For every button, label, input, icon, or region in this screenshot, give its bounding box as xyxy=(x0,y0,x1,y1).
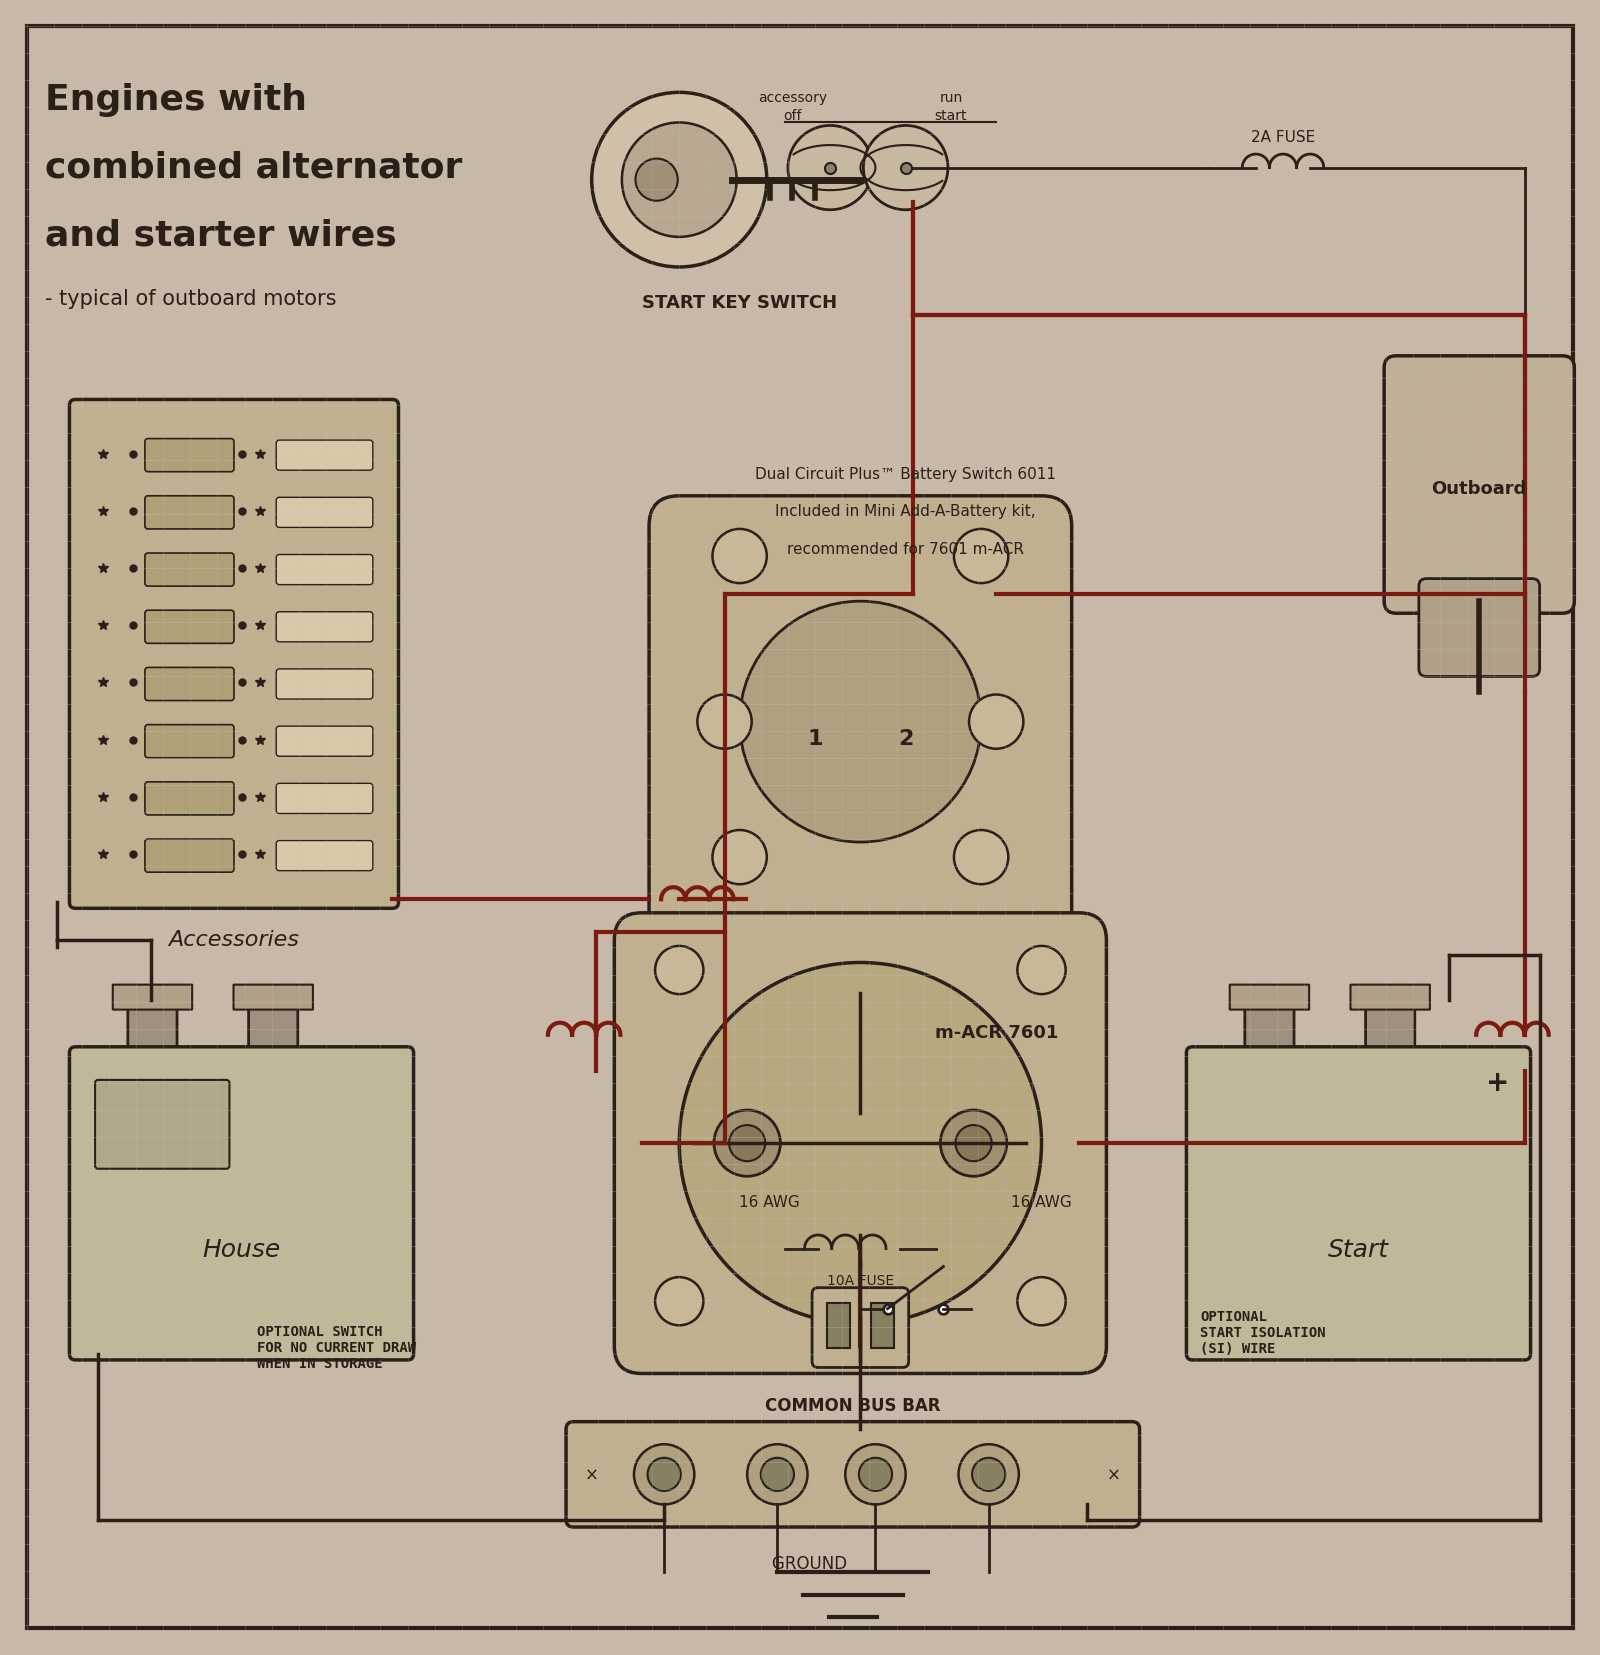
FancyBboxPatch shape xyxy=(146,611,234,644)
Circle shape xyxy=(955,1125,992,1162)
Text: Start: Start xyxy=(1328,1236,1389,1261)
FancyBboxPatch shape xyxy=(146,669,234,702)
FancyBboxPatch shape xyxy=(566,1422,1139,1528)
Text: run: run xyxy=(939,91,963,106)
Text: Accessories: Accessories xyxy=(168,930,299,950)
FancyBboxPatch shape xyxy=(1187,1048,1531,1360)
FancyBboxPatch shape xyxy=(146,439,234,472)
FancyBboxPatch shape xyxy=(650,496,1072,963)
FancyBboxPatch shape xyxy=(112,985,192,1010)
Circle shape xyxy=(747,1445,808,1504)
Text: Included in Mini Add-A-Battery kit,: Included in Mini Add-A-Battery kit, xyxy=(776,505,1035,520)
Circle shape xyxy=(622,124,736,238)
FancyBboxPatch shape xyxy=(277,670,373,700)
Text: combined alternator: combined alternator xyxy=(45,151,462,184)
Text: 10A FUSE: 10A FUSE xyxy=(827,1273,894,1288)
Circle shape xyxy=(973,1458,1005,1491)
FancyBboxPatch shape xyxy=(277,784,373,814)
Circle shape xyxy=(859,1458,893,1491)
Text: START KEY SWITCH: START KEY SWITCH xyxy=(642,293,837,311)
Circle shape xyxy=(730,1125,765,1162)
Circle shape xyxy=(654,1278,704,1326)
Text: Engines with: Engines with xyxy=(45,83,307,118)
FancyBboxPatch shape xyxy=(146,725,234,758)
Circle shape xyxy=(941,1111,1006,1177)
Circle shape xyxy=(592,93,766,268)
Text: ×: × xyxy=(1107,1465,1122,1483)
Text: ×: × xyxy=(584,1465,598,1483)
Text: off: off xyxy=(784,109,802,124)
FancyBboxPatch shape xyxy=(146,783,234,816)
FancyBboxPatch shape xyxy=(146,554,234,588)
FancyBboxPatch shape xyxy=(1245,1000,1294,1061)
Circle shape xyxy=(958,1445,1019,1504)
Text: GROUND: GROUND xyxy=(773,1554,853,1572)
FancyBboxPatch shape xyxy=(277,727,373,756)
Text: recommended for 7601 m-ACR: recommended for 7601 m-ACR xyxy=(787,541,1024,556)
Text: 2A FUSE: 2A FUSE xyxy=(1251,129,1315,144)
Circle shape xyxy=(1018,1278,1066,1326)
Text: House: House xyxy=(202,1236,280,1261)
Circle shape xyxy=(954,831,1008,885)
Text: start: start xyxy=(934,109,966,124)
Text: m-ACR 7601: m-ACR 7601 xyxy=(934,1023,1058,1041)
Circle shape xyxy=(787,126,872,210)
Text: 16 AWG: 16 AWG xyxy=(739,1195,800,1210)
Circle shape xyxy=(845,1445,906,1504)
Circle shape xyxy=(1018,947,1066,995)
Bar xyxy=(827,1302,850,1349)
FancyBboxPatch shape xyxy=(277,841,373,871)
Text: - typical of outboard motors: - typical of outboard motors xyxy=(45,290,336,309)
Bar xyxy=(870,1302,893,1349)
Circle shape xyxy=(712,530,766,584)
FancyBboxPatch shape xyxy=(1384,356,1574,614)
Text: +: + xyxy=(1486,1069,1509,1097)
FancyBboxPatch shape xyxy=(277,554,373,586)
FancyBboxPatch shape xyxy=(146,839,234,872)
FancyBboxPatch shape xyxy=(277,440,373,472)
Circle shape xyxy=(970,695,1024,750)
Circle shape xyxy=(634,1445,694,1504)
Circle shape xyxy=(680,963,1042,1324)
Text: and starter wires: and starter wires xyxy=(45,218,397,252)
Text: Dual Circuit Plus™ Battery Switch 6011: Dual Circuit Plus™ Battery Switch 6011 xyxy=(755,467,1056,482)
Text: Outboard: Outboard xyxy=(1432,480,1526,498)
Circle shape xyxy=(864,126,947,210)
FancyBboxPatch shape xyxy=(69,1048,413,1360)
FancyBboxPatch shape xyxy=(813,1288,909,1367)
Circle shape xyxy=(712,831,766,885)
FancyBboxPatch shape xyxy=(94,1081,229,1168)
Circle shape xyxy=(714,1111,781,1177)
Text: accessory: accessory xyxy=(758,91,827,106)
Text: 16 AWG: 16 AWG xyxy=(1011,1195,1072,1210)
FancyBboxPatch shape xyxy=(128,1000,178,1061)
FancyBboxPatch shape xyxy=(69,401,398,909)
FancyBboxPatch shape xyxy=(277,498,373,528)
FancyBboxPatch shape xyxy=(1230,985,1309,1010)
Circle shape xyxy=(698,695,752,750)
Circle shape xyxy=(739,602,981,842)
Text: 1: 1 xyxy=(808,728,822,748)
Text: 2: 2 xyxy=(898,728,914,748)
FancyBboxPatch shape xyxy=(234,985,314,1010)
FancyBboxPatch shape xyxy=(1350,985,1430,1010)
Circle shape xyxy=(954,530,1008,584)
Circle shape xyxy=(654,947,704,995)
FancyBboxPatch shape xyxy=(277,612,373,642)
Circle shape xyxy=(648,1458,680,1491)
FancyBboxPatch shape xyxy=(1419,579,1539,677)
Text: OPTIONAL SWITCH
FOR NO CURRENT DRAW
WHEN IN STORAGE: OPTIONAL SWITCH FOR NO CURRENT DRAW WHEN… xyxy=(256,1324,416,1370)
Circle shape xyxy=(635,159,678,202)
Circle shape xyxy=(760,1458,794,1491)
FancyBboxPatch shape xyxy=(614,914,1107,1374)
Text: COMMON BUS BAR: COMMON BUS BAR xyxy=(765,1397,941,1415)
FancyBboxPatch shape xyxy=(1365,1000,1414,1061)
FancyBboxPatch shape xyxy=(146,496,234,530)
Text: OPTIONAL
START ISOLATION
(SI) WIRE: OPTIONAL START ISOLATION (SI) WIRE xyxy=(1200,1309,1326,1355)
FancyBboxPatch shape xyxy=(248,1000,298,1061)
